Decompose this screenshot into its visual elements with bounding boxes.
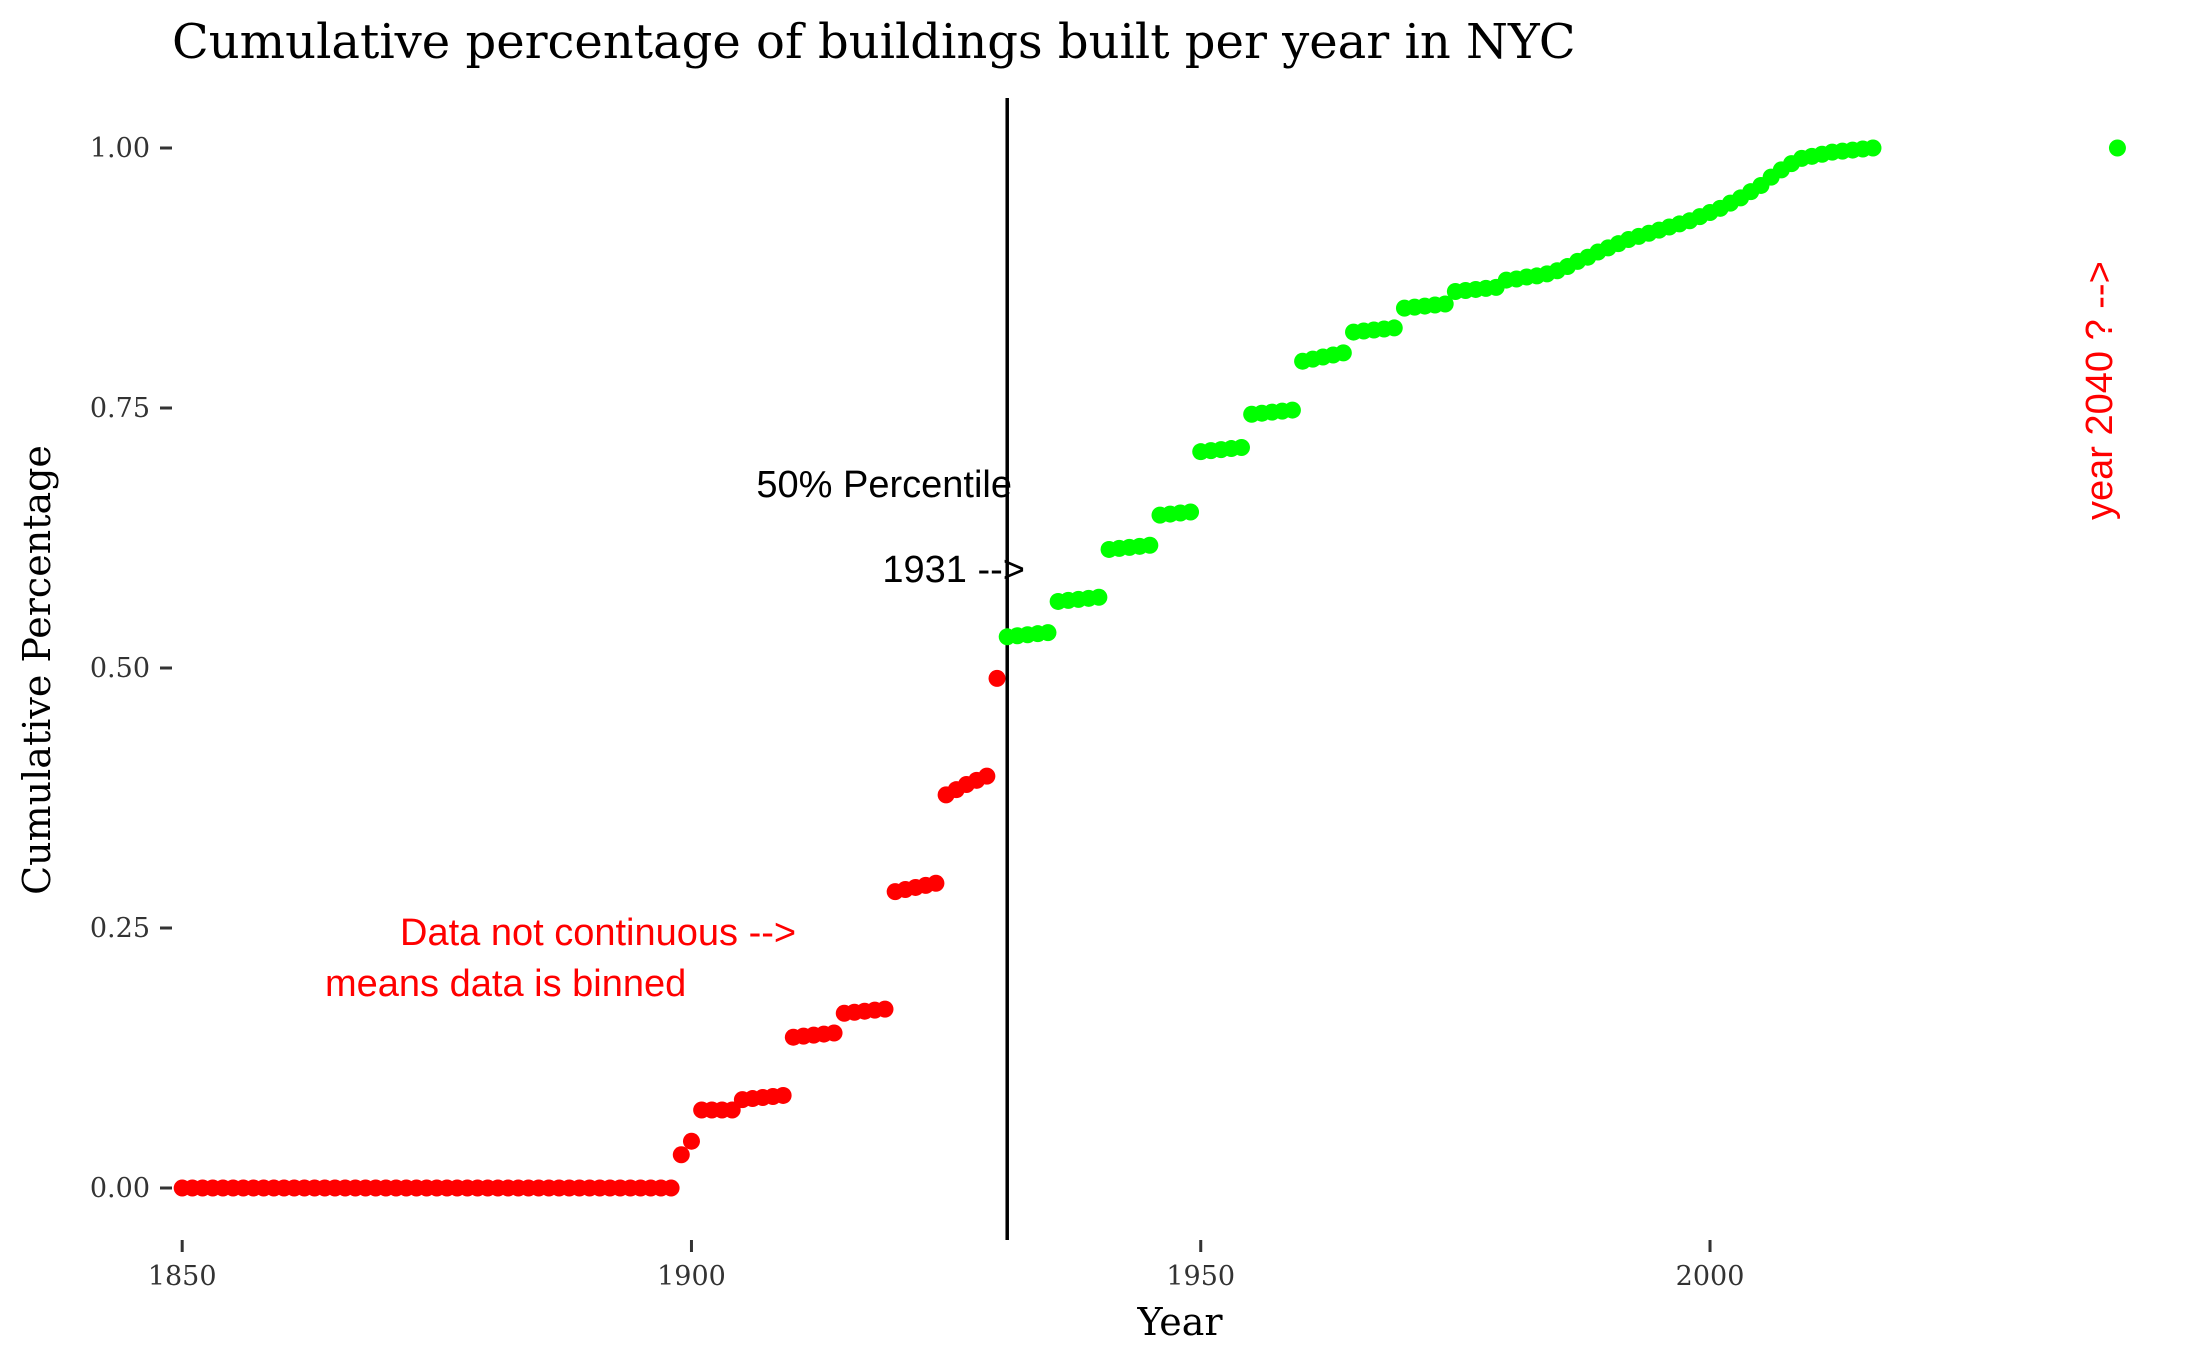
x-tick-label: 1950: [1166, 1261, 1235, 1292]
data-point: [1334, 344, 1352, 362]
data-point: [1090, 588, 1108, 606]
binned-note-line1: Data not continuous -->: [400, 912, 796, 954]
data-point: [1283, 401, 1301, 419]
data-point: [1232, 439, 1250, 457]
data-point: [825, 1024, 843, 1042]
data-point: [1864, 139, 1882, 157]
x-axis-title: Year: [1136, 1300, 1223, 1344]
data-point: [1182, 503, 1200, 521]
data-point: [672, 1146, 690, 1164]
data-point: [774, 1086, 792, 1104]
chart-title: Cumulative percentage of buildings built…: [172, 14, 1576, 70]
data-point: [662, 1179, 680, 1197]
median-year-label: 1931 -->: [882, 549, 1025, 591]
y-axis-title: Cumulative Percentage: [15, 445, 59, 895]
data-point: [927, 874, 945, 892]
data-point: [876, 1000, 894, 1018]
binned-note-line2: means data is binned: [325, 963, 686, 1005]
data-points: [173, 139, 2126, 1197]
future-year-label: year 2040 ? -->: [2079, 261, 2121, 520]
y-tick-label: 1.00: [90, 133, 150, 164]
data-point: [988, 669, 1006, 687]
data-point: [2108, 139, 2126, 157]
y-tick-label: 0.00: [90, 1173, 150, 1204]
x-axis: 1850 1900 1950 2000: [148, 1240, 1745, 1292]
x-tick-label: 1900: [657, 1261, 726, 1292]
data-point: [978, 767, 996, 785]
data-point: [682, 1132, 700, 1150]
x-tick-label: 1850: [148, 1261, 217, 1292]
y-tick-label: 0.50: [90, 653, 150, 684]
data-point: [1385, 319, 1403, 337]
y-tick-label: 0.25: [90, 913, 150, 944]
y-tick-label: 0.75: [90, 393, 150, 424]
data-point: [1141, 536, 1159, 554]
data-point: [723, 1101, 741, 1119]
median-percentile-label: 50% Percentile: [756, 464, 1012, 506]
x-tick-label: 2000: [1676, 1261, 1745, 1292]
data-point: [1436, 295, 1454, 313]
data-point: [1039, 624, 1057, 642]
y-axis: 0.00 0.25 0.50 0.75 1.00: [90, 133, 172, 1204]
